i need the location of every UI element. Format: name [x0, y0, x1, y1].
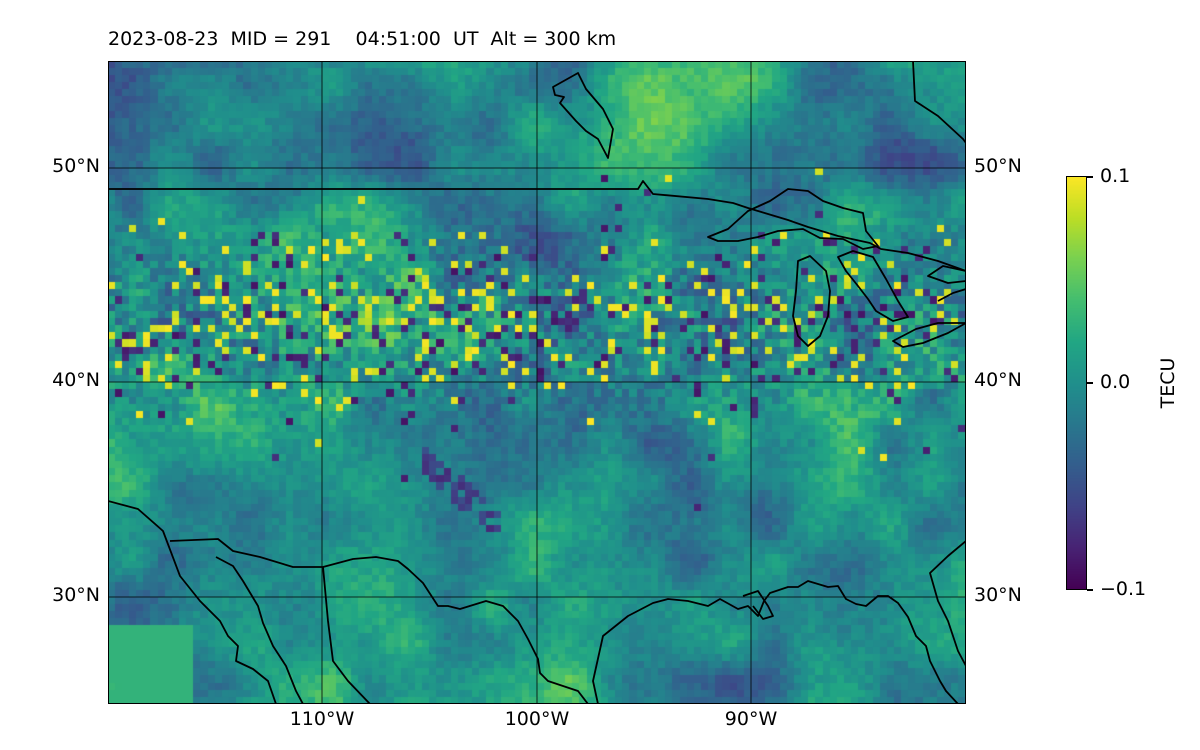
tec-map [108, 61, 966, 704]
florida-east-coast [929, 540, 966, 667]
hudson-bay-coast [552, 72, 614, 159]
lon-label-110: 110°W [289, 708, 355, 730]
lat-label-50-right: 50°N [974, 155, 1022, 177]
lake-michigan [792, 255, 831, 347]
coastlines [108, 61, 966, 704]
colorbar-tick-label-min: −0.1 [1100, 578, 1147, 600]
lake-huron [837, 250, 909, 322]
lat-label-40-right: 40°N [974, 369, 1022, 391]
gulf-coast-us [592, 580, 959, 704]
colorbar-gradient [1066, 176, 1087, 590]
lake-erie [892, 322, 966, 348]
colorbar-tick-label-zero: 0.0 [1100, 371, 1131, 393]
map-overlay [108, 61, 966, 704]
lake-superior [707, 188, 879, 250]
map-title: 2023-08-23 MID = 291 04:51:00 UT Alt = 3… [108, 28, 617, 50]
georgian-bay [937, 288, 966, 302]
lat-label-50-left: 50°N [52, 155, 100, 177]
lon-label-100: 100°W [504, 708, 570, 730]
baja-peninsula [215, 556, 304, 704]
colorbar-tick-bottom [1087, 589, 1093, 591]
colorbar-tick-mid [1087, 382, 1093, 384]
colorbar-tick-label-max: 0.1 [1100, 165, 1131, 187]
northeast-coast [912, 61, 966, 144]
lon-label-90: 90°W [724, 708, 778, 730]
lake-ontario [927, 265, 966, 284]
colorbar-label: TECU [1157, 357, 1179, 409]
lat-label-30-right: 30°N [974, 584, 1022, 606]
mexico-west-coast [322, 566, 371, 704]
mexico-gulf-coast-west [169, 538, 589, 704]
colorbar [1066, 176, 1087, 590]
lat-label-40-left: 40°N [52, 369, 100, 391]
us-canada-border [108, 180, 966, 272]
baja-coast [108, 500, 277, 704]
mississippi-delta [742, 590, 774, 620]
colorbar-tick-top [1087, 176, 1093, 178]
gridlines [108, 61, 966, 704]
lat-label-30-left: 30°N [52, 584, 100, 606]
